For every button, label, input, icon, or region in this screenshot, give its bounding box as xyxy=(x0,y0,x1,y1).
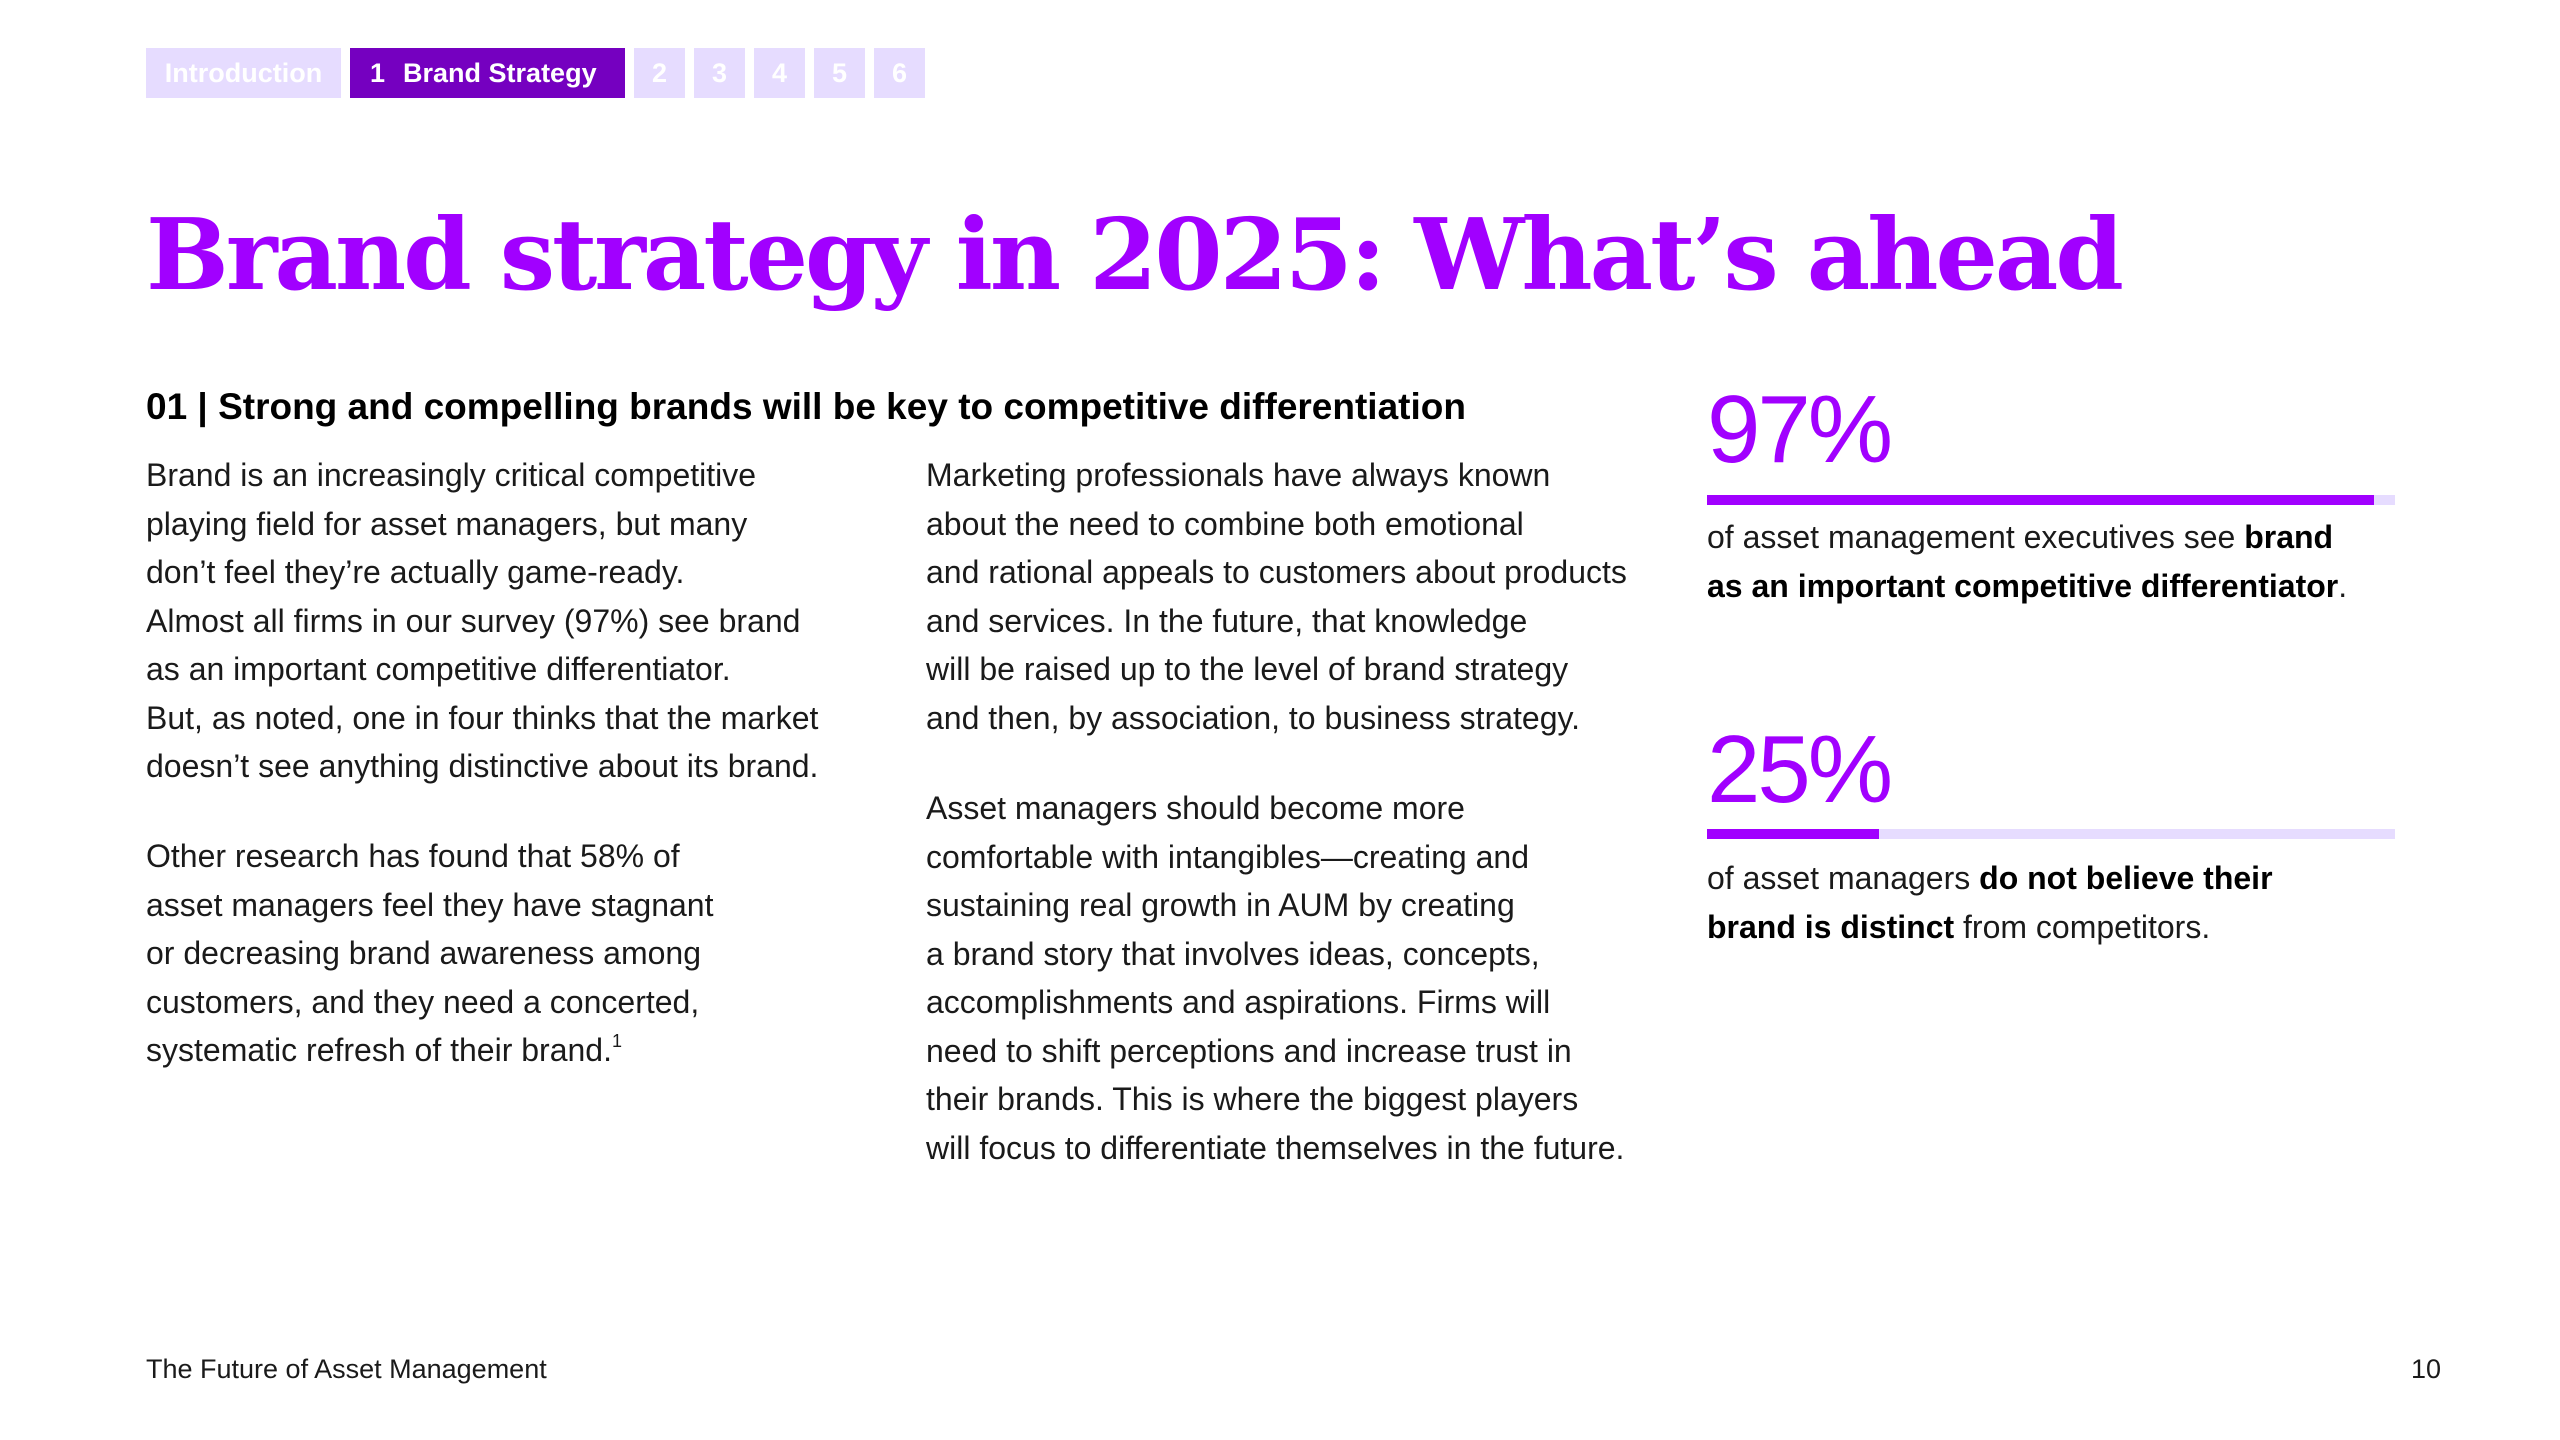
text-line: don’t feel they’re actually game-ready. xyxy=(146,554,685,590)
stat-text-plain: of asset management executives see xyxy=(1707,519,2245,555)
text-line: Marketing professionals have always know… xyxy=(926,457,1551,493)
text-line: Almost all firms in our survey (97%) see… xyxy=(146,602,801,639)
stat-description: of asset management executives see brand… xyxy=(1707,513,2347,610)
stat-text-bold: brand xyxy=(2244,519,2334,555)
stat-text-bold: do not believe their xyxy=(1979,860,2273,896)
col2-paragraph-1: Marketing professionals have always know… xyxy=(926,451,1627,742)
footnote-marker[interactable]: 1 xyxy=(611,1031,622,1051)
tab-active-label: Brand Strategy xyxy=(403,57,597,88)
text-line: comfortable with intangibles—creating an… xyxy=(926,838,1529,875)
text-line: accomplishments and aspirations. Firms w… xyxy=(926,984,1551,1020)
text-line: brand is distinct from competitors. xyxy=(1707,903,2273,952)
stat-value: 25% xyxy=(1707,716,1893,823)
stat-progress-fill xyxy=(1707,495,2375,505)
text-line: and rational appeals to customers about … xyxy=(926,554,1627,590)
stat-text-bold: brand is distinct xyxy=(1707,908,1955,945)
tab-brand-strategy[interactable]: 1 Brand Strategy xyxy=(350,48,625,98)
stat-description: of asset managers do not believe their b… xyxy=(1707,854,2273,951)
text-line: Other research has found that 58% of xyxy=(146,838,680,874)
stat-progress-track xyxy=(1707,495,2395,505)
tab-active-number: 1 xyxy=(370,57,386,88)
col1-paragraph-2: Other research has found that 58% of ass… xyxy=(146,832,713,1075)
page-number: 10 xyxy=(2410,1354,2441,1384)
text-line: But, as noted, one in four thinks that t… xyxy=(146,699,819,736)
text-line: playing field for asset managers, but ma… xyxy=(146,505,748,542)
text-line: need to shift perceptions and increase t… xyxy=(926,1032,1572,1069)
stat-text-plain: from competitors. xyxy=(1954,908,2211,945)
text-line: Asset managers should become more xyxy=(926,790,1465,826)
footer-publication-title: The Future of Asset Management xyxy=(146,1354,547,1384)
stat-progress-fill xyxy=(1707,829,1879,839)
text-line: or decreasing brand awareness among xyxy=(146,935,701,971)
text-line: systematic refresh of their brand.1 xyxy=(146,1026,713,1075)
tab-section-2[interactable]: 2 xyxy=(634,48,685,98)
text-line: their brands. This is where the biggest … xyxy=(926,1081,1579,1117)
text-line: Brand is an increasingly critical compet… xyxy=(146,457,757,493)
text-line: and services. In the future, that knowle… xyxy=(926,602,1528,639)
section-heading: 01 | Strong and compelling brands will b… xyxy=(146,386,1466,427)
text-line: and then, by association, to business st… xyxy=(926,699,1581,736)
section-nav: Introduction 1 Brand Strategy 2 3 4 5 6 xyxy=(146,48,925,98)
tab-introduction[interactable]: Introduction xyxy=(146,48,341,98)
text-line: a brand story that involves ideas, conce… xyxy=(926,935,1540,972)
text-line: asset managers feel they have stagnant xyxy=(146,886,714,923)
stat-text-plain: of asset managers xyxy=(1707,860,1980,896)
text-line: will be raised up to the level of brand … xyxy=(926,651,1569,687)
stat-progress-track xyxy=(1707,829,2395,839)
text-line: will focus to differentiate themselves i… xyxy=(926,1129,1625,1166)
stat-value: 97% xyxy=(1707,376,1893,483)
text-line: customers, and they need a concerted, xyxy=(146,983,700,1020)
stat-text-bold: as an important competitive differentiat… xyxy=(1707,567,2339,604)
tab-section-3[interactable]: 3 xyxy=(694,48,745,98)
col1-paragraph-1: Brand is an increasingly critical compet… xyxy=(146,451,818,791)
text-line: of asset management executives see brand xyxy=(1707,513,2347,562)
tab-section-5[interactable]: 5 xyxy=(814,48,865,98)
text-line-content: systematic refresh of their brand. xyxy=(146,1032,612,1068)
tab-section-6[interactable]: 6 xyxy=(874,48,925,98)
col2-paragraph-2: Asset managers should become more comfor… xyxy=(926,784,1624,1172)
text-line: of asset managers do not believe their xyxy=(1707,854,2273,903)
text-line: as an important competitive differentiat… xyxy=(146,651,731,687)
stat-text-plain: . xyxy=(2338,567,2348,604)
page-title: Brand strategy in 2025: What’s ahead xyxy=(146,198,2124,313)
text-line: doesn’t see anything distinctive about i… xyxy=(146,748,819,784)
tab-section-4[interactable]: 4 xyxy=(754,48,805,98)
text-line: sustaining real growth in AUM by creatin… xyxy=(926,887,1515,923)
text-line: about the need to combine both emotional xyxy=(926,505,1524,542)
text-line: as an important competitive differentiat… xyxy=(1707,562,2347,611)
